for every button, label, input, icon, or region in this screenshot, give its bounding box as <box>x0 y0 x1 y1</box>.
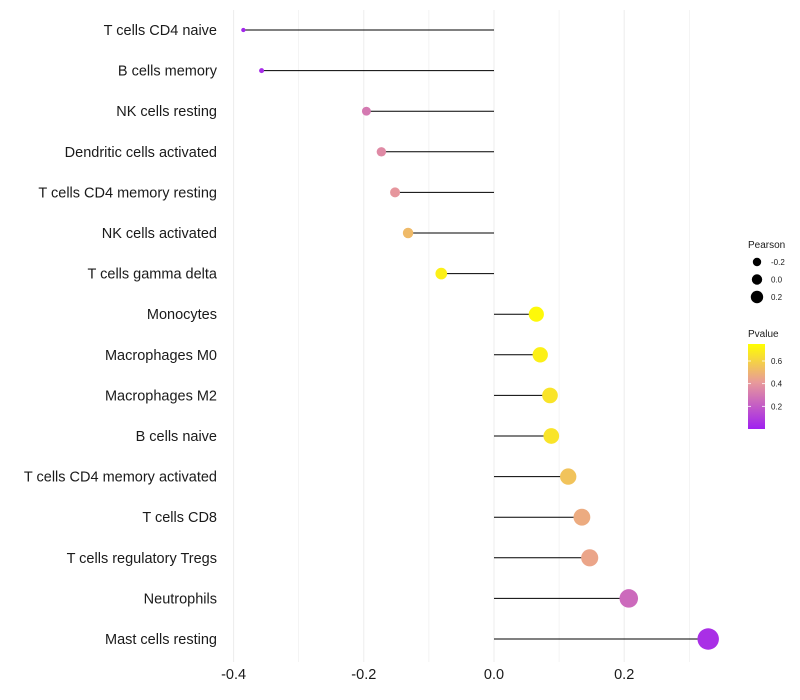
color-legend-ticks: 0.6 0.4 0.2 <box>748 357 783 411</box>
category-label: B cells naive <box>136 429 217 445</box>
point-nk-cells-resting <box>361 106 371 116</box>
category-label: NK cells activated <box>102 226 217 242</box>
point-layer <box>241 27 719 650</box>
x-axis-ticks: -0.4 -0.2 0.0 0.2 <box>221 667 634 683</box>
legend-size-dot <box>751 274 763 285</box>
legend: Pearson -0.2 0.0 0.2 Pvalue 0.6 0.4 0.2 <box>748 240 785 429</box>
category-label: T cells CD8 <box>142 510 217 526</box>
legend-colorbar <box>748 344 765 429</box>
category-label: T cells CD4 naive <box>104 23 217 39</box>
legend-size-label: -0.2 <box>771 258 785 267</box>
point-t-cells-cd4-memory-activated <box>560 468 577 485</box>
legend-color-title: Pvalue <box>748 329 779 340</box>
legend-size-title: Pearson <box>748 240 785 251</box>
category-label: Macrophages M0 <box>105 348 217 364</box>
point-t-cells-gamma-delta <box>435 267 448 280</box>
point-macrophages-m2 <box>542 387 558 404</box>
point-b-cells-memory <box>259 68 265 74</box>
point-t-cells-cd4-naive <box>241 27 246 33</box>
category-label: B cells memory <box>118 64 218 80</box>
point-macrophages-m0 <box>532 347 548 363</box>
category-label: Mast cells resting <box>105 632 217 648</box>
category-label: Macrophages M2 <box>105 388 217 404</box>
point-t-cells-regulatory-tregs <box>581 549 599 567</box>
grid-layer <box>233 10 690 662</box>
category-label: T cells CD4 memory activated <box>24 470 217 486</box>
point-b-cells-naive <box>543 428 560 444</box>
point-t-cells-cd8 <box>573 508 591 526</box>
category-label: Neutrophils <box>144 591 217 607</box>
point-dendritic-cells-activated <box>376 147 387 157</box>
legend-size-dot <box>752 257 762 267</box>
stem-layer <box>243 29 709 640</box>
point-neutrophils <box>619 589 639 608</box>
category-label: T cells gamma delta <box>88 267 218 283</box>
category-label: Monocytes <box>147 307 217 323</box>
point-mast-cells-resting <box>697 628 719 650</box>
category-label: Dendritic cells activated <box>65 145 217 161</box>
x-tick-label: -0.4 <box>221 667 246 683</box>
x-tick-label: 0.2 <box>614 667 634 683</box>
legend-color-label: 0.6 <box>771 357 783 366</box>
legend-size-dot <box>750 290 764 304</box>
point-nk-cells-activated <box>402 227 414 239</box>
legend-size-label: 0.0 <box>771 276 783 285</box>
legend-color-label: 0.4 <box>771 380 783 389</box>
legend-size-label: 0.2 <box>771 293 783 302</box>
category-label: NK cells resting <box>116 104 217 120</box>
legend-color-label: 0.2 <box>771 402 783 411</box>
point-t-cells-cd4-memory-resting <box>390 187 401 198</box>
size-legend-entries: -0.2 0.0 0.2 <box>750 257 785 304</box>
x-tick-label: -0.2 <box>351 667 376 683</box>
x-tick-label: 0.0 <box>484 667 504 683</box>
category-label: T cells CD4 memory resting <box>38 185 217 201</box>
point-monocytes <box>528 306 544 322</box>
category-labels: T cells CD4 naive B cells memory NK cells … <box>24 23 218 648</box>
category-label: T cells regulatory Tregs <box>67 551 217 567</box>
